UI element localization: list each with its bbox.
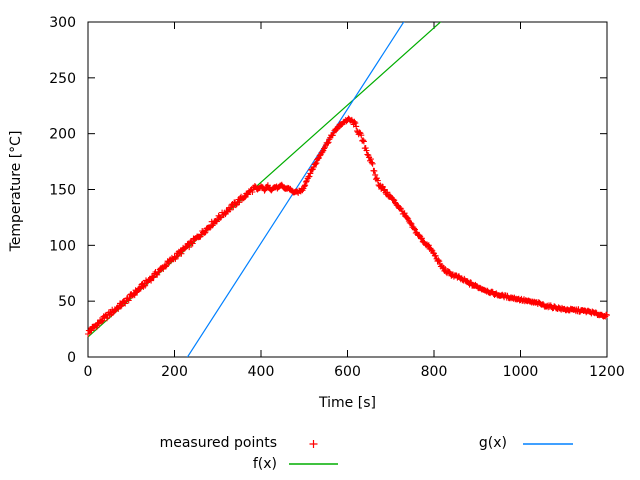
y-tick-label: 100: [49, 238, 76, 254]
series-line-fx: [88, 22, 442, 338]
x-tick-label: 1000: [503, 364, 539, 380]
y-tick-label: 200: [49, 127, 76, 143]
y-tick-label: 50: [58, 294, 76, 310]
legend-label-g: g(x): [478, 435, 507, 451]
y-tick-label: 150: [49, 183, 76, 199]
legend-label-f: f(x): [252, 456, 277, 472]
legend-label-measured-points: measured points: [159, 435, 277, 451]
x-tick-label: 1200: [589, 364, 625, 380]
y-tick-label: 250: [49, 71, 76, 87]
y-tick-label: 300: [49, 15, 76, 31]
y-axis-title: Temperature [°C]: [8, 130, 24, 252]
x-tick-label: 400: [248, 364, 275, 380]
x-tick-label: 200: [161, 364, 188, 380]
x-tick-label: 600: [334, 364, 361, 380]
x-tick-label: 0: [84, 364, 93, 380]
series-line-gx: [186, 22, 405, 357]
x-axis-title: Time [s]: [319, 395, 376, 411]
legend-plus-marker-icon: [309, 440, 318, 448]
y-tick-label: 0: [67, 350, 76, 366]
series-measured-points: [85, 115, 610, 337]
x-tick-label: 800: [421, 364, 448, 380]
plot-border: [87, 21, 608, 358]
